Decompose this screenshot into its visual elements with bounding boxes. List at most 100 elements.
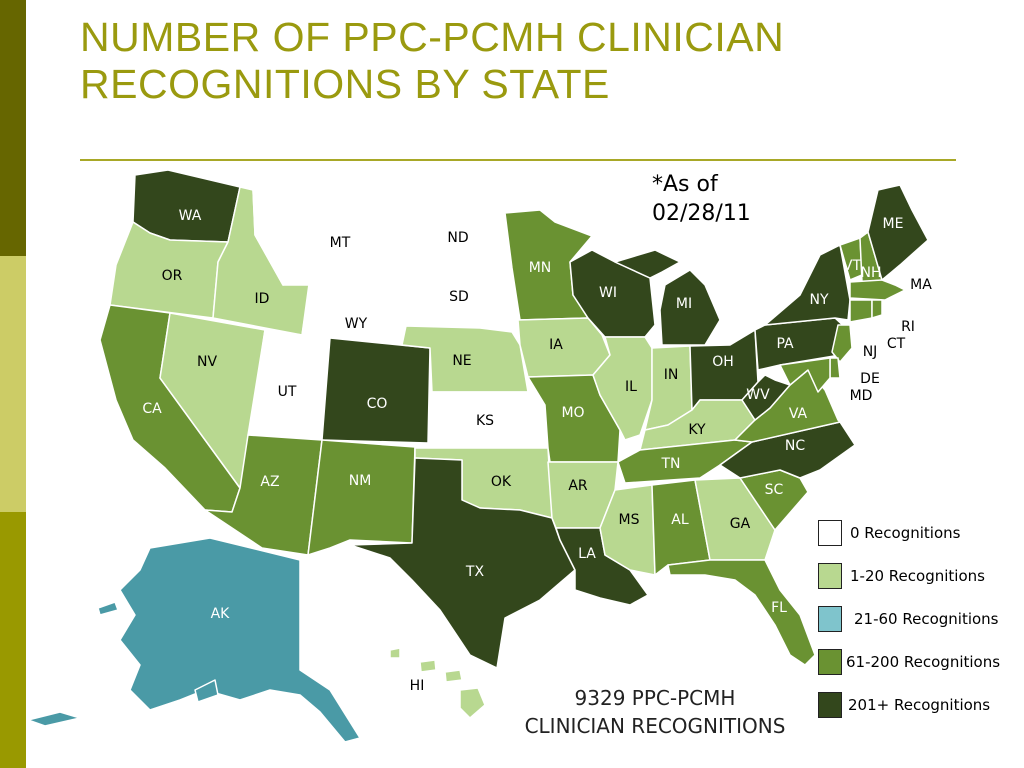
legend-label: 61-200 Recognitions [846, 653, 1001, 671]
state-GA[interactable] [694, 477, 776, 561]
state-label-MS: MS [619, 512, 640, 528]
state-label-TX: TX [465, 564, 485, 580]
state-AK[interactable] [119, 537, 361, 743]
state-label-MA: MA [910, 277, 932, 293]
total-line-2: CLINICIAN RECOGNITIONS [524, 714, 786, 738]
legend-swatch [818, 692, 842, 718]
state-label-NY: NY [809, 292, 828, 308]
state-label-SC: SC [765, 482, 784, 498]
as-of-date: 02/28/11 [652, 201, 751, 226]
state-label-KS: KS [476, 413, 494, 429]
legend-label: 201+ Recognitions [848, 696, 991, 714]
state-label-TN: TN [660, 456, 680, 472]
state-WI[interactable] [569, 249, 656, 338]
state-WV[interactable] [741, 374, 791, 421]
state-label-VT: VT [843, 258, 862, 274]
state-label-FL: FL [771, 600, 787, 616]
state-label-ND: ND [447, 230, 468, 246]
state-label-PA: PA [776, 336, 794, 352]
state-NM[interactable] [307, 439, 416, 556]
state-label-KY: KY [688, 422, 706, 438]
state-AK-islands [27, 601, 219, 727]
state-MD[interactable] [779, 357, 831, 393]
state-WY[interactable] [301, 276, 409, 346]
state-label-OH: OH [712, 354, 734, 370]
state-label-LA: LA [578, 546, 596, 562]
state-ME[interactable] [867, 184, 929, 281]
state-TX[interactable] [349, 457, 576, 669]
side-stripe-mid [0, 512, 26, 768]
state-label-DE: DE [860, 371, 880, 387]
state-label-WY: WY [345, 316, 368, 332]
state-label-AK: AK [211, 606, 231, 622]
state-label-NE: NE [452, 353, 471, 369]
state-label-CA: CA [142, 401, 162, 417]
state-IL[interactable] [592, 336, 653, 441]
state-label-SD: SD [449, 289, 469, 305]
state-label-WI: WI [599, 285, 617, 301]
state-RI[interactable] [871, 299, 883, 319]
legend-item-4: 201+ Recognitions [818, 692, 990, 718]
state-MA[interactable] [849, 279, 906, 301]
state-label-MI: MI [676, 296, 692, 312]
state-labels: WA OR CA NV ID MT WY UT AZ CO NM ND SD NE KS OK TX MN IA MO… [142, 208, 932, 694]
state-label-NV: NV [197, 354, 217, 370]
total-line-1: 9329 PPC-PCMH [574, 686, 736, 710]
state-MI[interactable] [614, 249, 721, 346]
state-label-CT: CT [887, 336, 906, 352]
state-label-AL: AL [671, 512, 689, 528]
state-label-HI: HI [410, 678, 425, 694]
state-CT[interactable] [849, 299, 873, 323]
state-label-RI: RI [901, 319, 915, 335]
state-label-WA: WA [179, 208, 202, 224]
state-label-ID: ID [255, 291, 270, 307]
state-label-MD: MD [850, 388, 873, 404]
side-stripe-dark [0, 0, 26, 256]
legend-item-1: 1-20 Recognitions [818, 563, 985, 589]
state-label-NH: NH [861, 265, 882, 281]
state-label-OK: OK [491, 474, 512, 490]
as-of-line-1: *As of [652, 172, 718, 197]
state-label-MT: MT [330, 235, 351, 251]
state-NY[interactable] [764, 244, 851, 326]
legend-label: 0 Recognitions [850, 524, 961, 542]
state-NJ[interactable] [831, 324, 853, 363]
title-line-1: NUMBER OF PPC-PCMH CLINICIAN [80, 14, 785, 60]
title-line-2: RECOGNITIONS BY STATE [80, 61, 610, 107]
state-HI[interactable] [389, 647, 486, 719]
state-WA[interactable] [132, 169, 241, 243]
legend-item-0: 0 Recognitions [818, 520, 960, 546]
legend-swatch [818, 520, 842, 546]
state-label-CO: CO [367, 396, 388, 412]
state-label-OR: OR [162, 268, 183, 284]
state-label-IA: IA [549, 337, 563, 353]
state-label-AZ: AZ [260, 474, 279, 490]
state-DE[interactable] [829, 357, 841, 379]
state-label-WV: WV [746, 387, 770, 403]
title-divider [80, 159, 956, 161]
legend-item-3: 61-200 Recognitions [818, 649, 1000, 675]
state-label-AR: AR [568, 478, 588, 494]
as-of-note: *As of 02/28/11 [652, 170, 751, 228]
state-label-IN: IN [664, 367, 679, 383]
state-label-NM: NM [349, 473, 372, 489]
state-label-NJ: NJ [863, 344, 878, 360]
state-FL[interactable] [667, 559, 816, 666]
legend-swatch [818, 563, 842, 589]
legend-swatch [818, 649, 842, 675]
state-label-GA: GA [730, 516, 751, 532]
state-label-UT: UT [278, 384, 297, 400]
state-CO[interactable] [321, 337, 431, 444]
legend-label: 21-60 Recognitions [854, 610, 999, 628]
state-label-VA: VA [789, 406, 808, 422]
state-label-MO: MO [561, 405, 584, 421]
side-stripe-light [0, 256, 26, 512]
state-label-MN: MN [529, 260, 552, 276]
state-label-ME: ME [883, 216, 904, 232]
legend-label: 1-20 Recognitions [850, 567, 985, 585]
state-label-NC: NC [785, 438, 805, 454]
state-label-IL: IL [625, 379, 637, 395]
legend-item-2: 21-60 Recognitions [818, 606, 999, 632]
legend-swatch [818, 606, 842, 632]
